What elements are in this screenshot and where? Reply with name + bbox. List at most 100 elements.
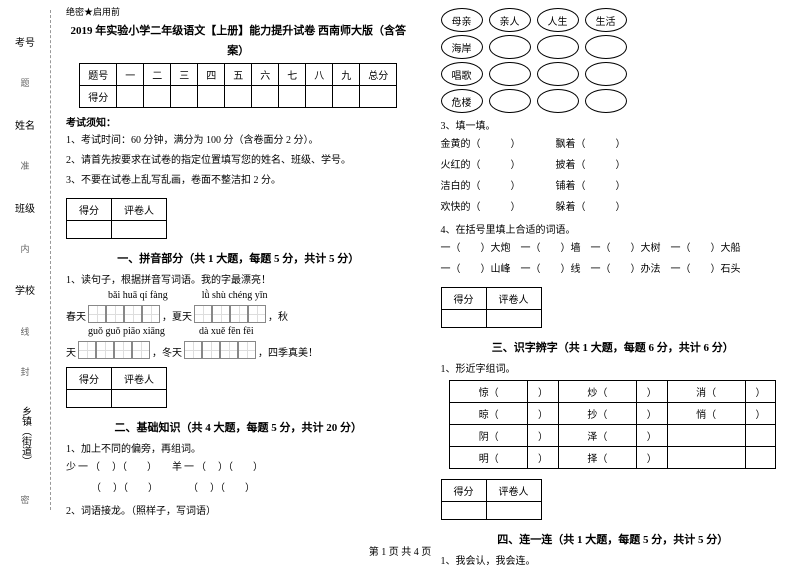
oval-row-3: 唱歌 <box>441 62 786 86</box>
q1-1: 1、读句子，根据拼音写词语。我的字最漂亮！ <box>66 271 411 286</box>
secret-label: 绝密★启用前 <box>66 5 411 18</box>
score-box-1: 得分评卷人 <box>66 198 167 239</box>
txt: 羊一（ <box>172 462 208 473</box>
side-c1: 题 <box>20 76 29 89</box>
oval <box>537 89 579 113</box>
py: dà xuě fēn fēi <box>199 326 254 337</box>
exam-title-1: 2019 年实验小学二年级语文【上册】能力提升试卷 西南师大版（含答 <box>66 22 411 38</box>
oval <box>489 35 531 59</box>
sb-c2: 评卷人 <box>486 480 541 502</box>
txt: ，冬天 <box>152 344 182 359</box>
txt: （ <box>96 483 103 494</box>
txt: ，秋 <box>268 308 288 323</box>
side-c2: 准 <box>20 159 29 172</box>
th: 三 <box>171 64 198 86</box>
table-row: 题号 一 二 三 四 五 六 七 八 九 总分 <box>80 64 397 86</box>
oval <box>537 35 579 59</box>
sb-c1: 得分 <box>67 368 112 390</box>
grid-line-1: 春天 ，夏天 ，秋 <box>66 305 411 323</box>
oval <box>537 62 579 86</box>
oval: 唱歌 <box>441 62 483 86</box>
td: 悄（ <box>667 403 745 425</box>
txt: 天 <box>66 344 76 359</box>
th: 五 <box>225 64 252 86</box>
td: 择（ <box>558 447 636 469</box>
section-3-title: 三、识字辨字（共 1 大题，每题 6 分，共计 6 分） <box>441 339 786 355</box>
q2-2: 2、词语接龙。（照样子，写词语） <box>66 502 411 517</box>
py: guǒ guǒ piāo xiāng <box>88 326 165 337</box>
right-column: 母亲 亲人 人生 生活 海岸 唱歌 危楼 3、填一填。 金黄的（ ） 飘着（ ）… <box>426 0 800 540</box>
txt: 披着（ <box>556 160 586 171</box>
grid <box>78 341 150 359</box>
pinyin-line-2: guǒ guǒ piāo xiāng dà xuě fēn fēi <box>66 326 411 338</box>
th: 二 <box>144 64 171 86</box>
table-row: 得分 <box>80 86 397 108</box>
fill-l2: 一（ ）山峰 一（ ）线 一（ ）办法 一（ ）石头 <box>441 261 786 279</box>
oval: 母亲 <box>441 8 483 32</box>
score-box-4: 得分评卷人 <box>441 479 542 520</box>
py: lǜ shù chéng yīn <box>202 290 268 301</box>
td: 明（ <box>450 447 528 469</box>
side-c5: 封 <box>20 365 29 378</box>
fill-l1: 一（ ）大炮 一（ ）墙 一（ ）大树 一（ ）大船 <box>441 240 786 258</box>
section-2-title: 二、基础知识（共 4 大题，每题 5 分，共计 20 分） <box>66 419 411 435</box>
td: 消（ <box>667 381 745 403</box>
oval <box>585 89 627 113</box>
py: bǎi huā qí fàng <box>108 290 168 301</box>
char-table: 惊（）炒（）消（） 晾（）抄（）悄（） 阴（）泽（） 明（）择（） <box>449 380 776 469</box>
notice-2: 2、请首先按要求在试卷的指定位置填写您的姓名、班级、学号。 <box>66 153 411 169</box>
td: 泽（ <box>558 425 636 447</box>
q2-1: 1、加上不同的偏旁，再组词。 <box>66 440 411 455</box>
oval: 生活 <box>585 8 627 32</box>
txt: 飘着（ <box>556 139 586 150</box>
side-l1: 考号 <box>15 34 35 49</box>
score-box-3: 得分评卷人 <box>441 287 542 328</box>
txt: 少一（ <box>66 462 102 473</box>
txt: 春天 <box>66 308 86 323</box>
radical-row2: （ ）（ ） （ ）（ ） <box>66 480 411 498</box>
page: 考号 题 姓名 准 班级 内 学校 线 封 乡镇（街道） 密 绝密★启用前 20… <box>0 0 800 540</box>
oval <box>489 89 531 113</box>
td: 晾（ <box>450 403 528 425</box>
section-4-title: 四、连一连（共 1 大题，每题 5 分，共计 5 分） <box>441 531 786 547</box>
th: 一 <box>117 64 144 86</box>
grid <box>184 341 256 359</box>
oval <box>489 62 531 86</box>
fill-r2: 火红的（ ） 披着（ ） <box>441 157 786 175</box>
score-table: 题号 一 二 三 四 五 六 七 八 九 总分 得分 <box>79 63 397 108</box>
oval <box>585 35 627 59</box>
txt: 火红的（ <box>441 160 481 171</box>
txt: 铺着（ <box>556 181 586 192</box>
q2-3: 3、填一填。 <box>441 117 786 132</box>
side-l3: 班级 <box>15 200 35 215</box>
exam-title-2: 案） <box>66 42 411 58</box>
td: 抄（ <box>558 403 636 425</box>
side-labels: 考号 题 姓名 准 班级 内 学校 线 封 乡镇（街道） 密 <box>0 0 50 540</box>
txt: （ <box>193 483 200 494</box>
td: 惊（ <box>450 381 528 403</box>
txt: 欢快的（ <box>441 202 481 213</box>
sb-c1: 得分 <box>441 288 486 310</box>
oval: 海岸 <box>441 35 483 59</box>
sb-c1: 得分 <box>441 480 486 502</box>
txt: 金黄的（ <box>441 139 481 150</box>
grid <box>88 305 160 323</box>
sb-c1: 得分 <box>67 199 112 221</box>
grid <box>194 305 266 323</box>
sb-c2: 评卷人 <box>112 199 167 221</box>
td: 得分 <box>80 86 117 108</box>
txt: ，四季真美！ <box>258 344 318 359</box>
score-box-2: 得分评卷人 <box>66 367 167 408</box>
left-column: 绝密★启用前 2019 年实验小学二年级语文【上册】能力提升试卷 西南师大版（含… <box>51 0 426 540</box>
td: 炒（ <box>558 381 636 403</box>
fill-r3: 洁白的（ ） 铺着（ ） <box>441 178 786 196</box>
oval: 危楼 <box>441 89 483 113</box>
oval <box>585 62 627 86</box>
side-c4: 线 <box>20 325 29 338</box>
th: 题号 <box>80 64 117 86</box>
th: 八 <box>306 64 333 86</box>
oval-row-1: 母亲 亲人 人生 生活 <box>441 8 786 32</box>
grid-line-2: 天 ，冬天 ，四季真美！ <box>66 341 411 359</box>
notice-3: 3、不要在试卷上乱写乱画，卷面不整洁扣 2 分。 <box>66 173 411 189</box>
txt: 躲着（ <box>556 202 586 213</box>
